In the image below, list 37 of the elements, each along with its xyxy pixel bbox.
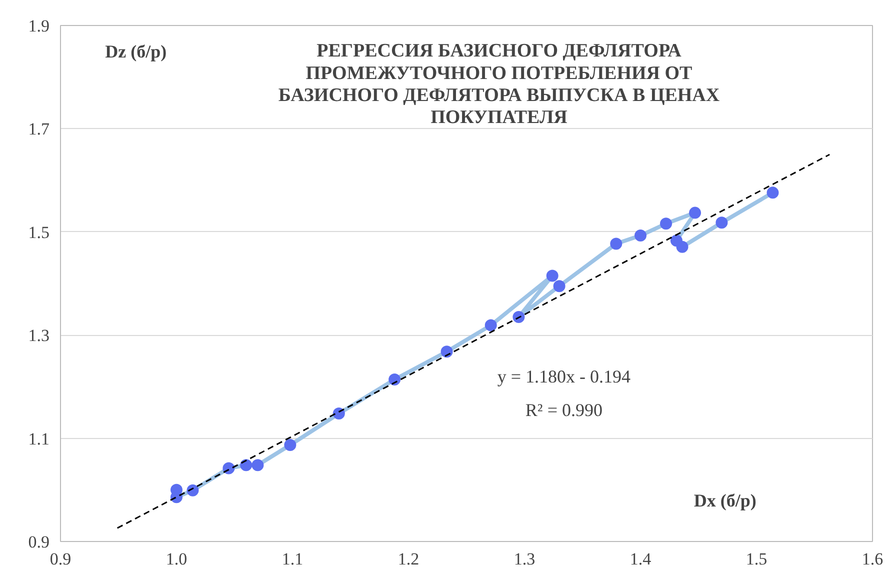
y-tick-label: 0.9	[28, 532, 50, 552]
point	[553, 280, 566, 292]
y-tick-label: 1.9	[28, 16, 50, 36]
x-tick-label: 1.3	[514, 550, 536, 568]
point	[634, 230, 646, 242]
x-tick-label: 1.1	[282, 550, 304, 568]
y-tick-label: 1.3	[28, 326, 50, 346]
text: РЕГРЕССИЯ БАЗИСНОГО ДЕФЛЯТОРА ПРОМЕЖУТОЧНОГО ПОТРЕБЛЕНИЯ ОТ БАЗИСНОГО ДЕФЛЯТОРА ВЫПУСКА В ЦЕНАХ ПОКУПАТЕЛЯ	[278, 40, 720, 128]
point	[766, 186, 779, 199]
point	[252, 459, 264, 472]
point	[284, 439, 296, 451]
annotation: R² = 0.990	[525, 400, 602, 420]
point	[676, 240, 688, 253]
y-tick-label: 1.7	[28, 120, 50, 139]
x-tick-label: 1.5	[746, 550, 768, 568]
x-axis-title: Dx (б/р)	[694, 490, 756, 511]
point	[512, 311, 525, 324]
point	[332, 408, 345, 420]
annotation: y = 1.180x - 0.194	[497, 366, 631, 387]
point	[440, 346, 453, 358]
y-tick-label: 1.1	[28, 429, 50, 448]
x-tick-label: 0.9	[50, 550, 72, 568]
point	[660, 218, 672, 230]
point	[388, 373, 401, 386]
x-tick-label: 1.4	[630, 550, 652, 568]
point	[186, 484, 199, 496]
x-tick-label: 1.6	[862, 550, 884, 568]
x-tick-label: 1.0	[166, 550, 188, 568]
point	[716, 216, 728, 229]
x-tick-label: 1.2	[398, 550, 420, 568]
point	[240, 459, 252, 472]
point	[484, 319, 497, 332]
point	[689, 206, 702, 219]
point	[610, 238, 622, 250]
y-axis-title: Dz (б/р)	[105, 42, 167, 62]
point	[546, 270, 558, 282]
y-tick-label: 1.5	[28, 222, 50, 242]
